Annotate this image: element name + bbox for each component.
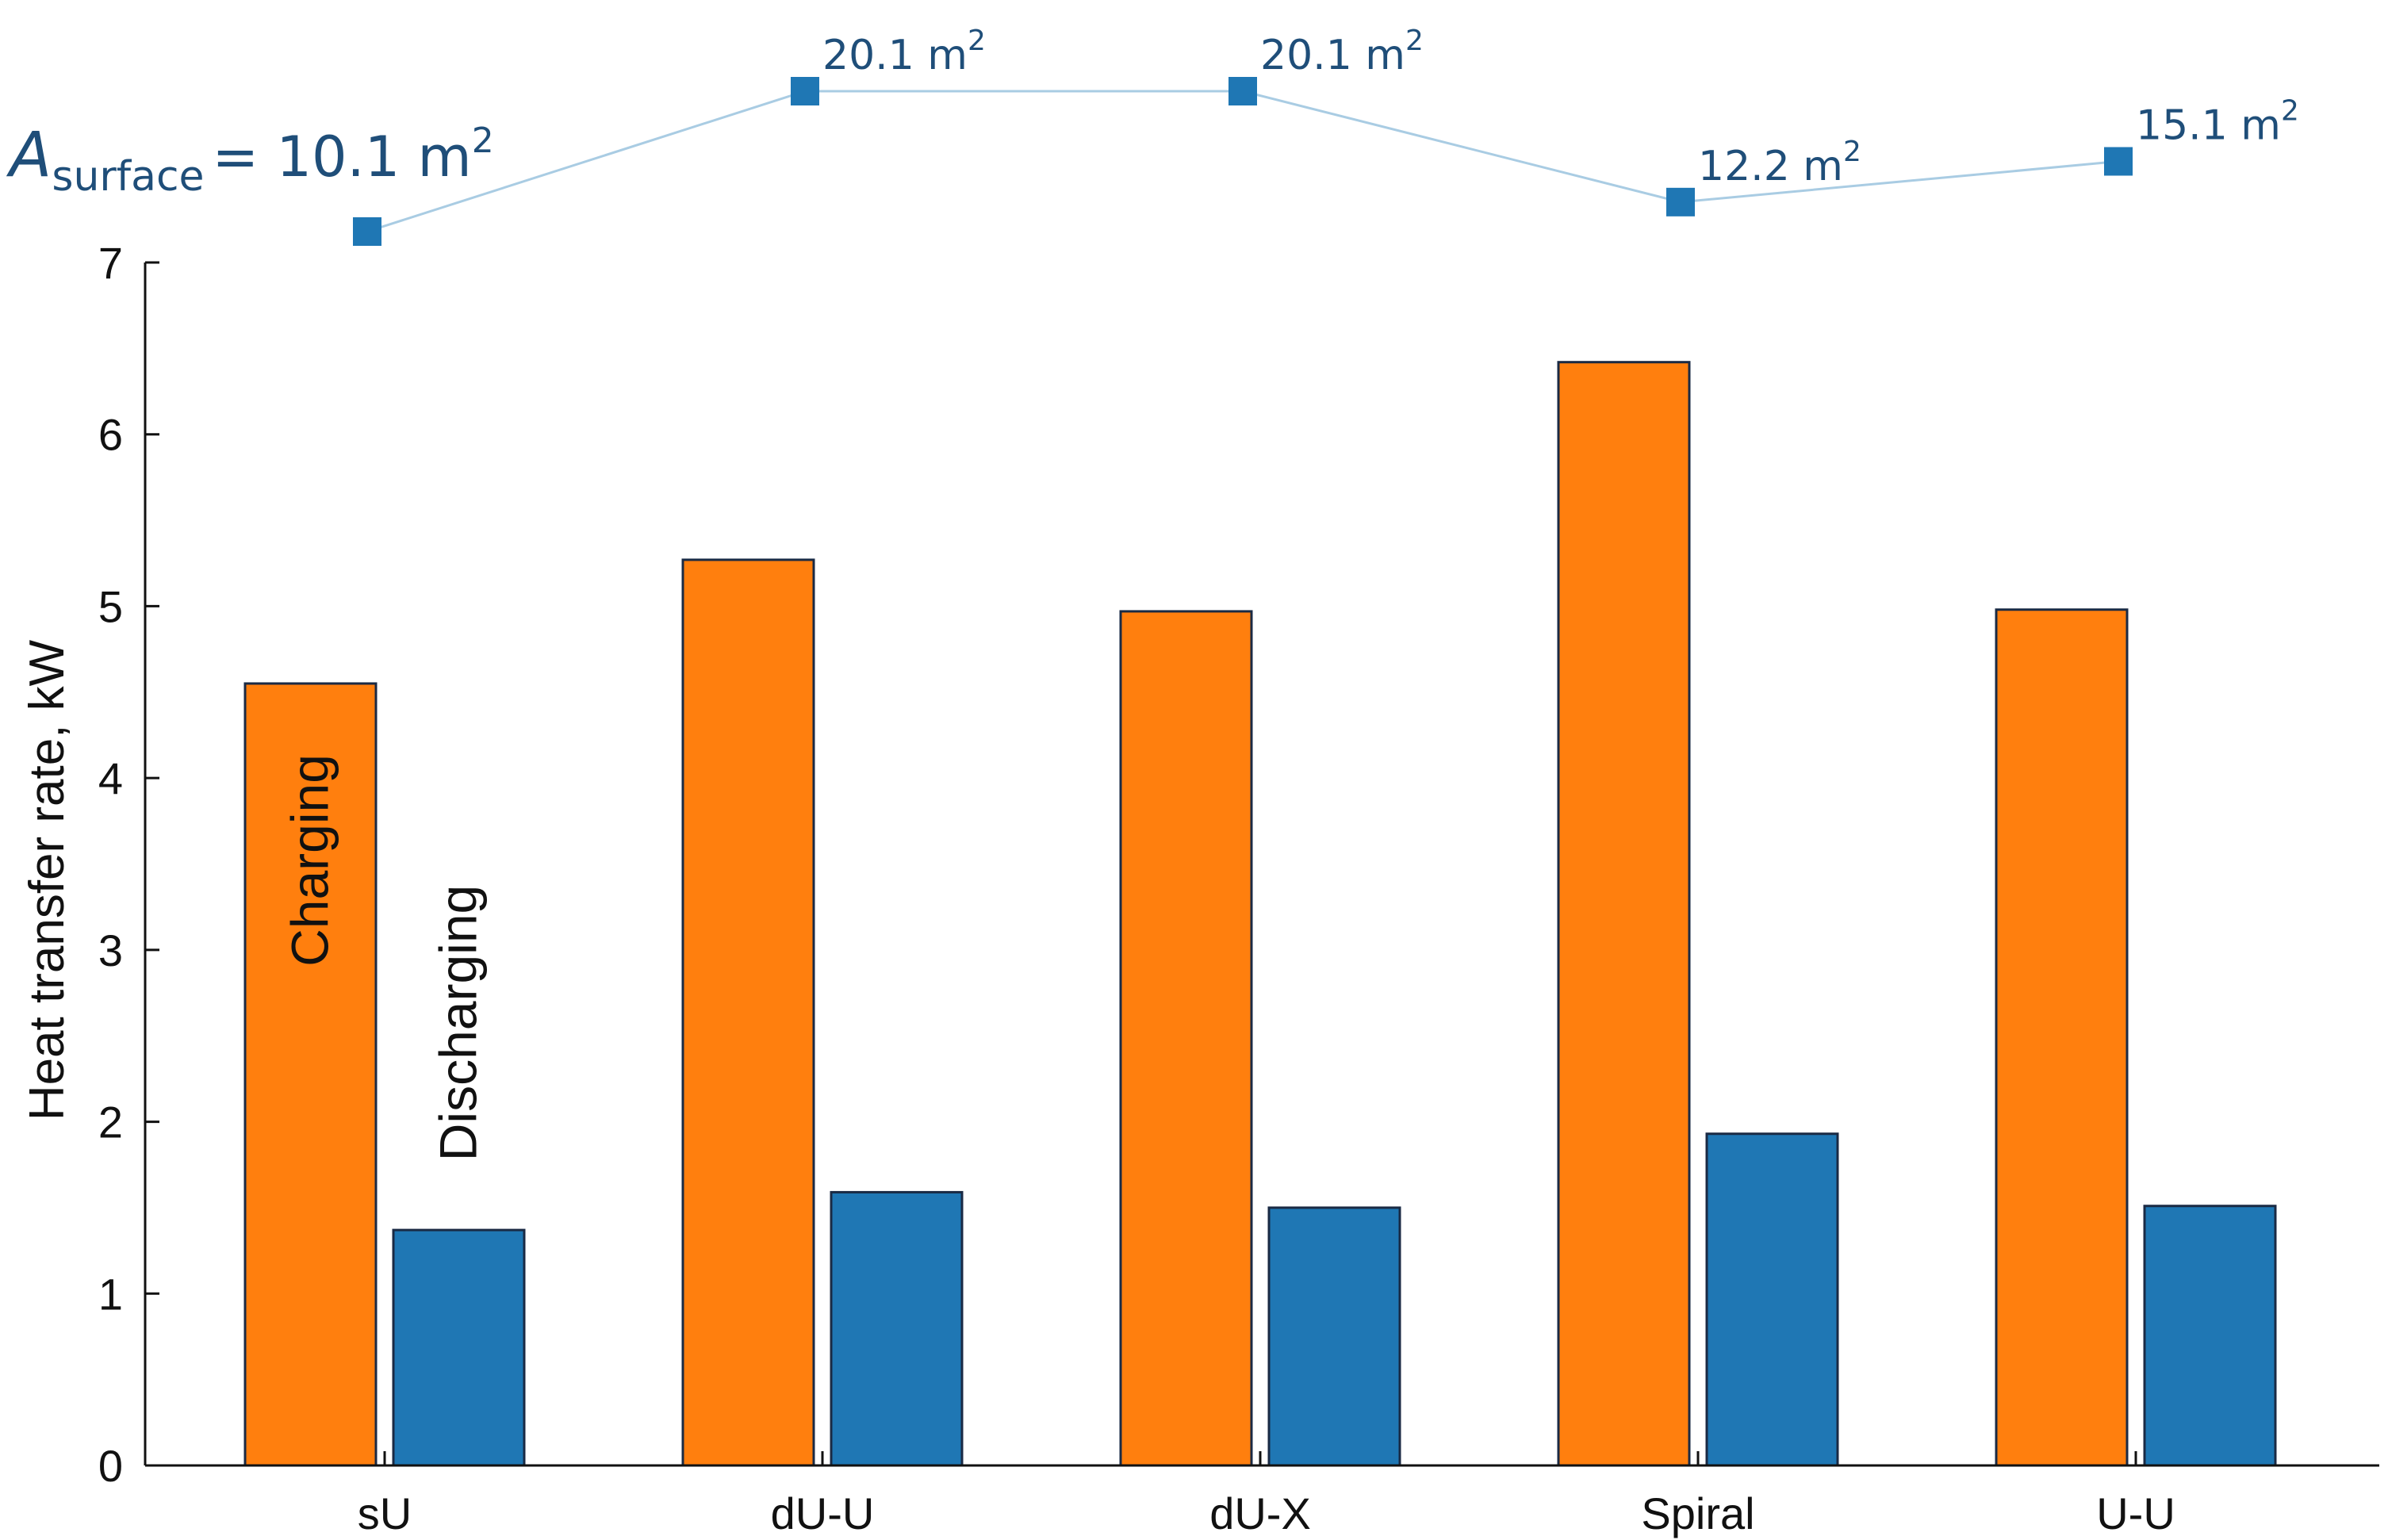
- surface-area-marker: [1228, 77, 1257, 105]
- surface-area-marker: [1666, 187, 1695, 216]
- surface-area-symbol: A: [6, 120, 52, 191]
- surface-area-subscript: surface: [52, 153, 204, 201]
- x-tick-label: dU-X: [1209, 1488, 1311, 1538]
- y-tick-label: 6: [98, 410, 123, 460]
- y-tick-label: 4: [98, 753, 123, 803]
- surface-area-title-power: 2: [472, 121, 494, 161]
- bar-discharging-spiral: [1705, 1132, 1839, 1467]
- surface-area-unit-power: 2: [2281, 95, 2299, 128]
- surface-area-label: 20.1 m2: [1260, 25, 1424, 79]
- series-label-discharging: Discharging: [429, 885, 488, 1162]
- surface-area-label: 12.2 m2: [1698, 136, 1861, 190]
- y-tick-label: 3: [98, 925, 123, 975]
- surface-area-marker: [2104, 147, 2133, 176]
- bars: Charging Discharging: [243, 361, 2277, 1467]
- surface-area-title-value: = 10.1 m: [213, 125, 472, 190]
- bar-discharging-u-u: [2143, 1205, 2277, 1467]
- surface-area-label: 15.1 m2: [2136, 95, 2299, 150]
- y-tick-label: 1: [98, 1269, 123, 1319]
- bar-discharging-su: [392, 1228, 526, 1467]
- surface-area-label: 20.1 m2: [822, 25, 986, 79]
- bar-discharging-du-u: [830, 1190, 964, 1467]
- surface-area-unit-power: 2: [1405, 25, 1424, 57]
- bar-charging-spiral: [1557, 361, 1691, 1467]
- axes: 0 1 2 3 4 5 6 7 sU dU-U dU-X Spiral U-U: [98, 238, 2379, 1538]
- bar-charging-u-u: [1995, 608, 2129, 1467]
- surface-area-title: Asurface = 10.1 m2: [6, 120, 494, 201]
- y-tick-label: 5: [98, 581, 123, 631]
- bar-charging-du-x: [1119, 610, 1253, 1467]
- y-tick-label: 7: [98, 238, 123, 288]
- surface-area-unit-power: 2: [1843, 136, 1861, 168]
- x-tick-label: U-U: [2096, 1488, 2175, 1538]
- surface-area-unit-power: 2: [968, 25, 986, 57]
- surface-area-marker: [791, 77, 819, 105]
- series-label-charging: Charging: [281, 754, 339, 967]
- x-tick-label: dU-U: [771, 1488, 875, 1538]
- x-tick-label: sU: [358, 1488, 412, 1538]
- y-tick-label: 2: [98, 1098, 123, 1147]
- x-tick-label: Spiral: [1641, 1488, 1754, 1538]
- surface-area-overlay: 20.1 m2 20.1 m2 12.2 m2 15.1 m2 Asurface = 10…: [6, 25, 2299, 246]
- surface-area-marker: [353, 217, 381, 246]
- y-axis-label: Heat transfer rate, kW: [20, 639, 75, 1121]
- y-tick-label: 0: [98, 1441, 123, 1491]
- bar-charging-du-u: [681, 558, 815, 1467]
- bar-discharging-du-x: [1267, 1206, 1401, 1467]
